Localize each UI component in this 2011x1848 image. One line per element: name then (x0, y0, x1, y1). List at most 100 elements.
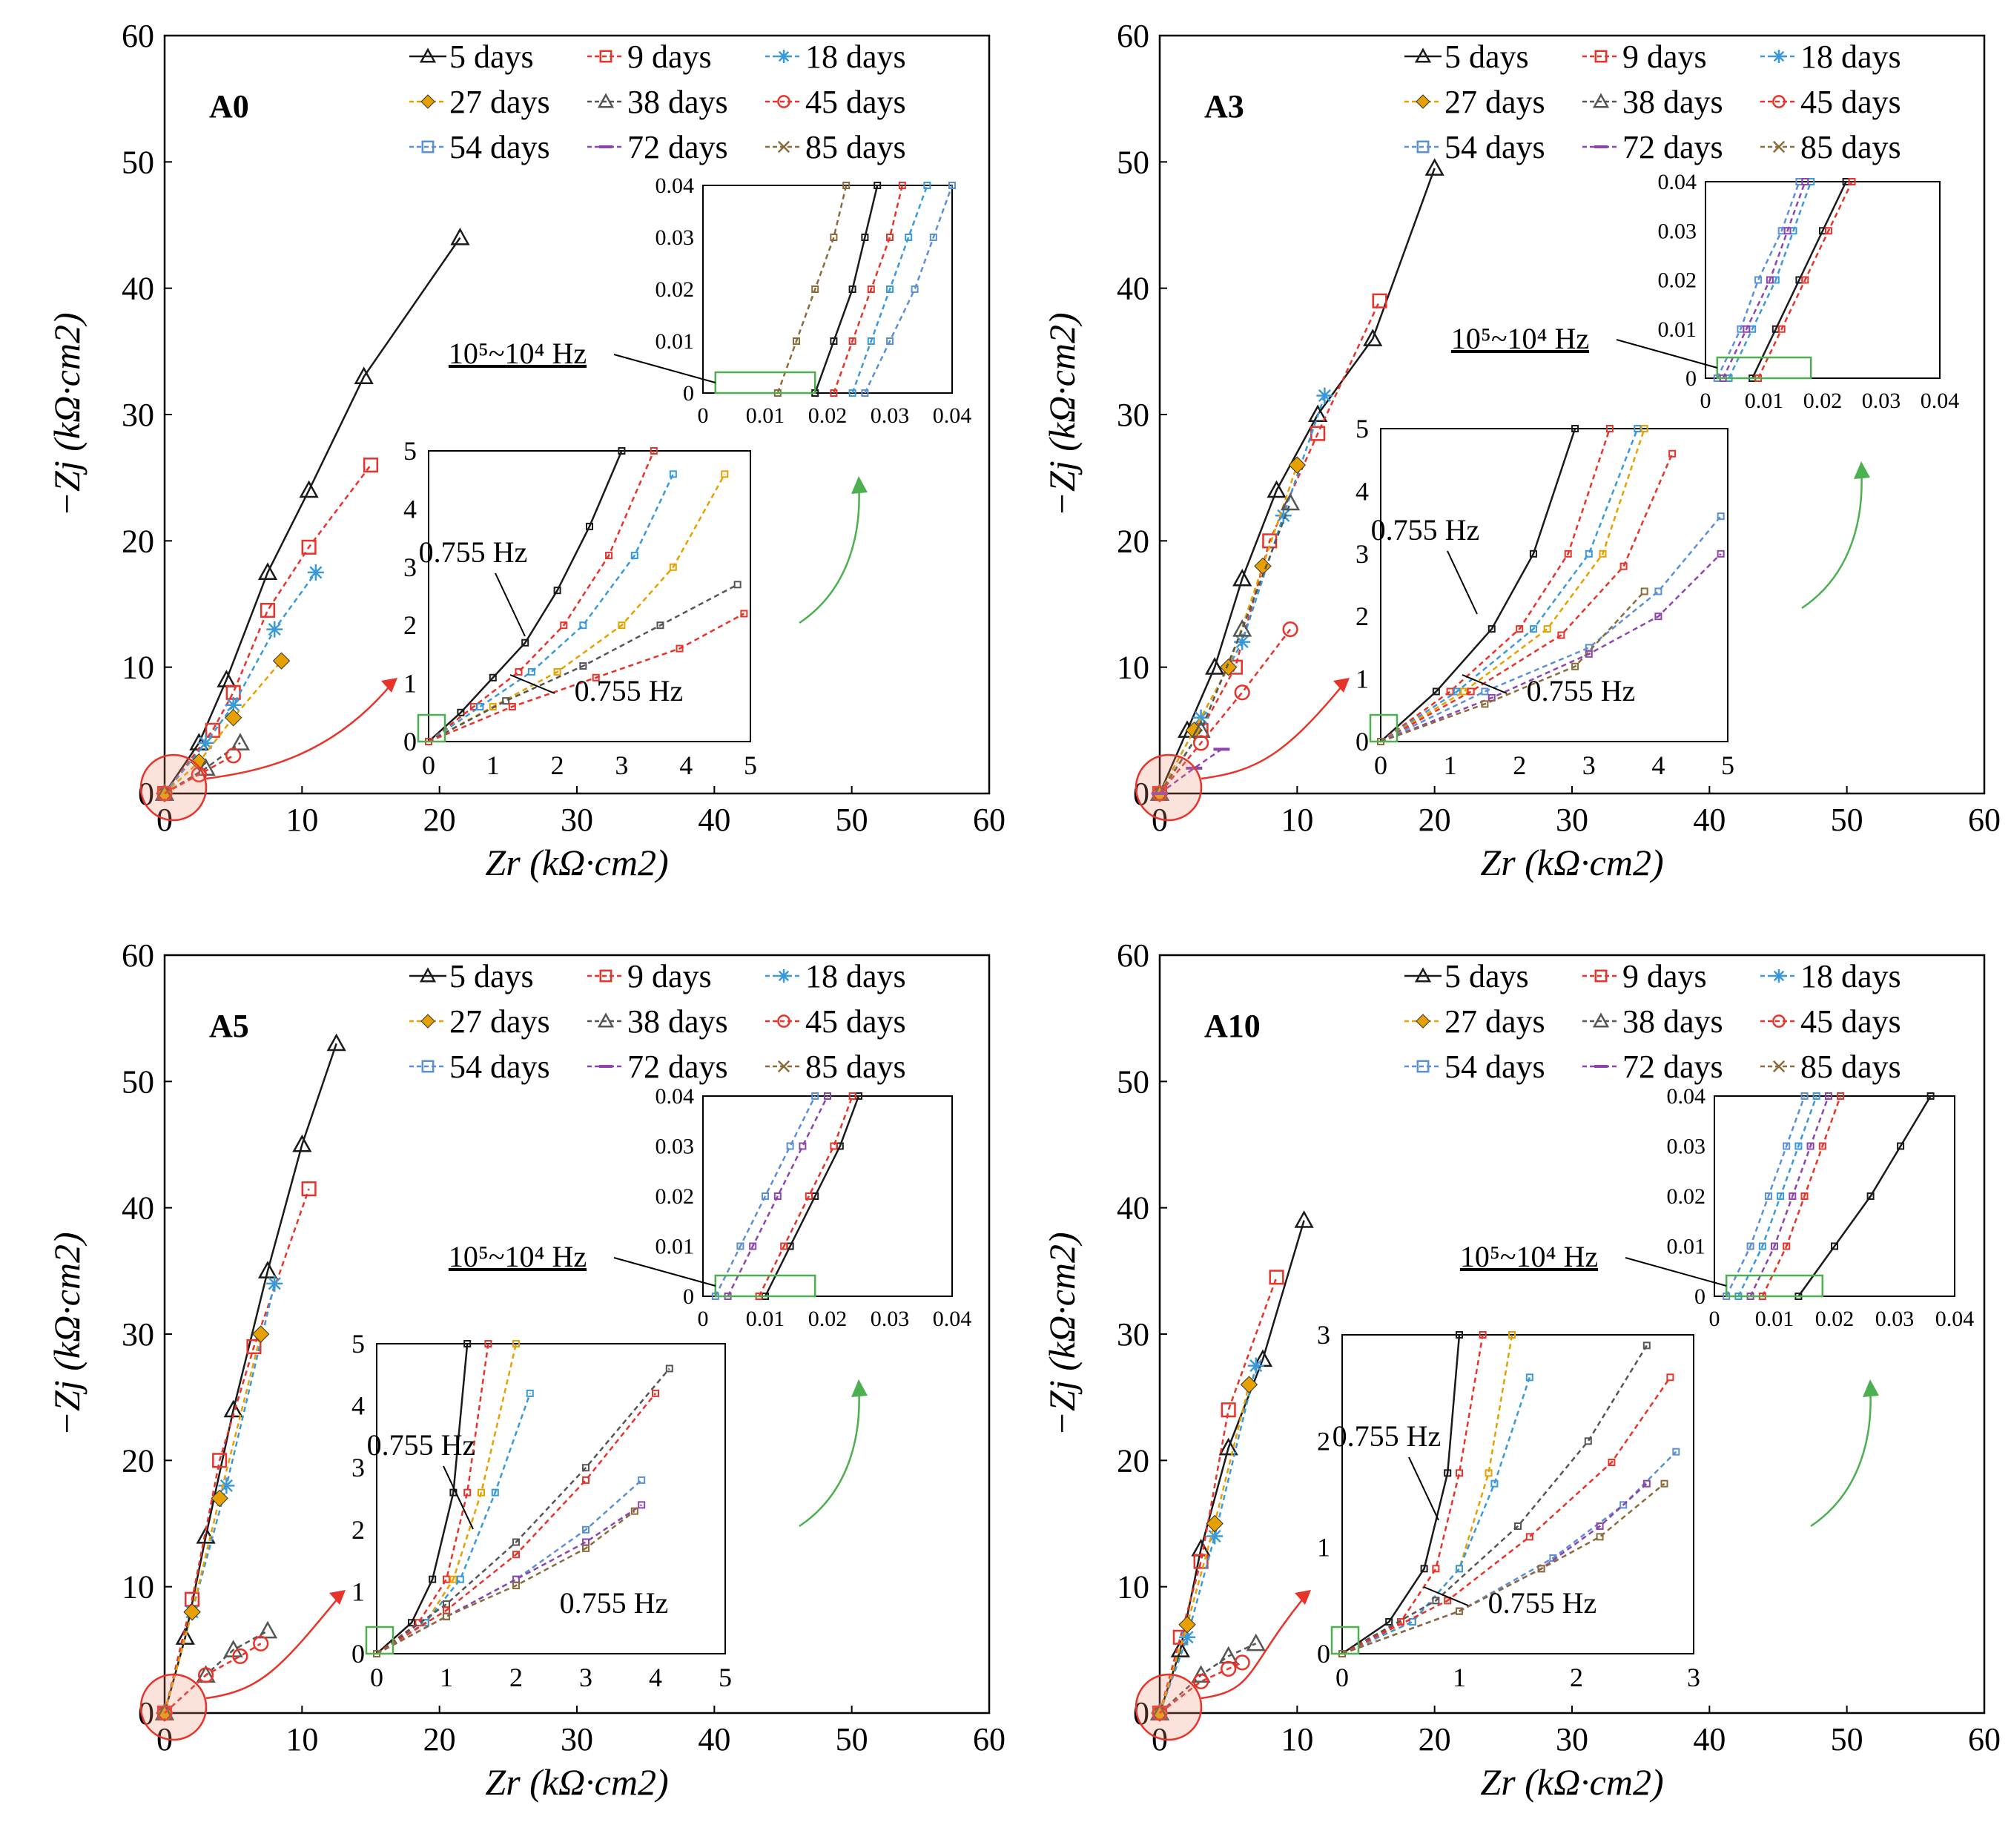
y-tick-label: 20 (1117, 523, 1149, 559)
series-marker (420, 94, 435, 109)
point-marker (478, 1488, 485, 1496)
series-marker (1416, 94, 1430, 109)
zoom-arrow-red (205, 682, 394, 780)
inset-x-tick-label: 0.04 (933, 1307, 972, 1331)
point-marker (1668, 449, 1677, 458)
inset-x-tick-label: 5 (744, 750, 757, 780)
triangle-marker (1205, 657, 1225, 675)
x-axis-title: Zr (kΩ·cm2) (1480, 842, 1663, 883)
star-marker (777, 50, 790, 63)
circle-marker (225, 748, 242, 764)
series-marker (198, 1667, 214, 1683)
point-marker (1481, 700, 1489, 708)
inset-x-tick-label: 0.04 (1935, 1307, 1975, 1331)
y-tick-label: 0 (138, 1695, 154, 1732)
inset-x-tick-label: 4 (1651, 750, 1665, 780)
series-line (376, 1343, 489, 1655)
legend-item: 18 days (765, 39, 906, 75)
square-marker (1269, 1270, 1284, 1285)
series-marker (421, 140, 435, 154)
legend-label: 85 days (1800, 1049, 1901, 1085)
diamond-marker (224, 709, 242, 727)
circle-marker (1234, 1654, 1250, 1671)
point-marker (1481, 687, 1489, 696)
point-marker (948, 182, 956, 189)
point-marker (476, 702, 484, 710)
point-marker (582, 1525, 590, 1534)
series-line (164, 660, 283, 794)
inset-x-tick-label: 0 (370, 1663, 383, 1692)
inset-y-tick-label: 0 (1317, 1639, 1330, 1669)
star-marker (1275, 507, 1292, 524)
series-marker (1414, 967, 1432, 983)
series-marker (1282, 621, 1298, 638)
point-marker (1564, 550, 1572, 558)
legend-item: 45 days (1760, 84, 1901, 120)
legend-label: 9 days (1622, 39, 1707, 75)
inset-y-tick-label: 0 (351, 1639, 365, 1669)
legend-label: 27 days (449, 1003, 550, 1040)
inset-y-tick-label: 5 (1355, 414, 1369, 443)
star-marker (1234, 633, 1251, 650)
circle-marker (1234, 684, 1250, 701)
y-tick-label: 60 (1117, 937, 1149, 974)
series-line (1341, 1344, 1648, 1655)
series-marker (1193, 1673, 1209, 1690)
series-marker (1206, 1514, 1224, 1533)
y-tick-label: 10 (1117, 1569, 1149, 1606)
series-line (864, 185, 954, 394)
point-marker (457, 708, 465, 716)
legend-item: 18 days (1760, 958, 1901, 994)
x-tick-label: 40 (698, 1721, 730, 1758)
series-marker (1267, 480, 1287, 498)
legend-label: 54 days (449, 1049, 550, 1085)
x-tick-label: 50 (1831, 802, 1863, 838)
inset-y-tick-label: 3 (403, 552, 417, 582)
annotation-pointer (613, 1257, 716, 1287)
legend-item: 9 days (1582, 958, 1707, 994)
triangle-marker (1267, 480, 1287, 498)
inset-x-tick-label: 4 (649, 1663, 662, 1692)
zoom-arrowhead-red (1333, 678, 1350, 693)
legend-item: 54 days (1404, 1049, 1545, 1085)
x-tick-label: 60 (973, 1721, 1006, 1758)
triangle-marker (1414, 47, 1432, 63)
point-marker (1571, 425, 1579, 432)
point-marker (463, 1488, 472, 1496)
series-line (1751, 181, 1847, 379)
square-marker (363, 458, 379, 473)
inset-y-tick-label: 0.03 (1667, 1135, 1706, 1159)
series-marker (1416, 1014, 1430, 1029)
series-marker (1772, 1060, 1786, 1073)
inset-low-frequency: 00 1 1 2 2 3 3 4 4 5 5 0.755 Hz 0.755 Hz (351, 1329, 732, 1692)
inset-x-tick-label: 2 (509, 1663, 523, 1692)
point-marker (1537, 1565, 1545, 1573)
point-marker (618, 621, 626, 630)
star-marker (266, 621, 283, 638)
point-marker (830, 389, 838, 397)
y-tick-label: 20 (122, 1442, 154, 1479)
legend-label: 27 days (1444, 84, 1545, 120)
square-marker (599, 50, 612, 63)
point-marker (449, 1575, 458, 1583)
series-marker (1363, 329, 1383, 346)
series-line (376, 1367, 670, 1655)
circle-marker (1772, 1014, 1786, 1028)
panel-label: A10 (1204, 1008, 1261, 1044)
star-marker (1179, 1628, 1196, 1646)
legend-item: 18 days (1760, 39, 1901, 75)
point-marker (1467, 687, 1475, 696)
inset-frame (376, 1343, 726, 1654)
inset-x-tick-label: 0 (422, 750, 435, 780)
inset-y-tick-label: 4 (351, 1391, 365, 1421)
inset-x-tick-label: 0 (698, 403, 709, 428)
legend-item: 72 days (587, 1049, 728, 1085)
legend-item: 27 days (409, 84, 550, 120)
series-marker (1219, 658, 1238, 676)
frequency-annotation: 0.755 Hz (367, 1428, 476, 1462)
series-line (1726, 1095, 1806, 1297)
legend: 5 days 9 days 18 days 27 days 38 days 45 days… (1404, 39, 1901, 165)
y-tick-label: 0 (138, 776, 154, 812)
legend-item: 38 days (587, 1003, 728, 1040)
origin-zoom-box (365, 1626, 394, 1655)
